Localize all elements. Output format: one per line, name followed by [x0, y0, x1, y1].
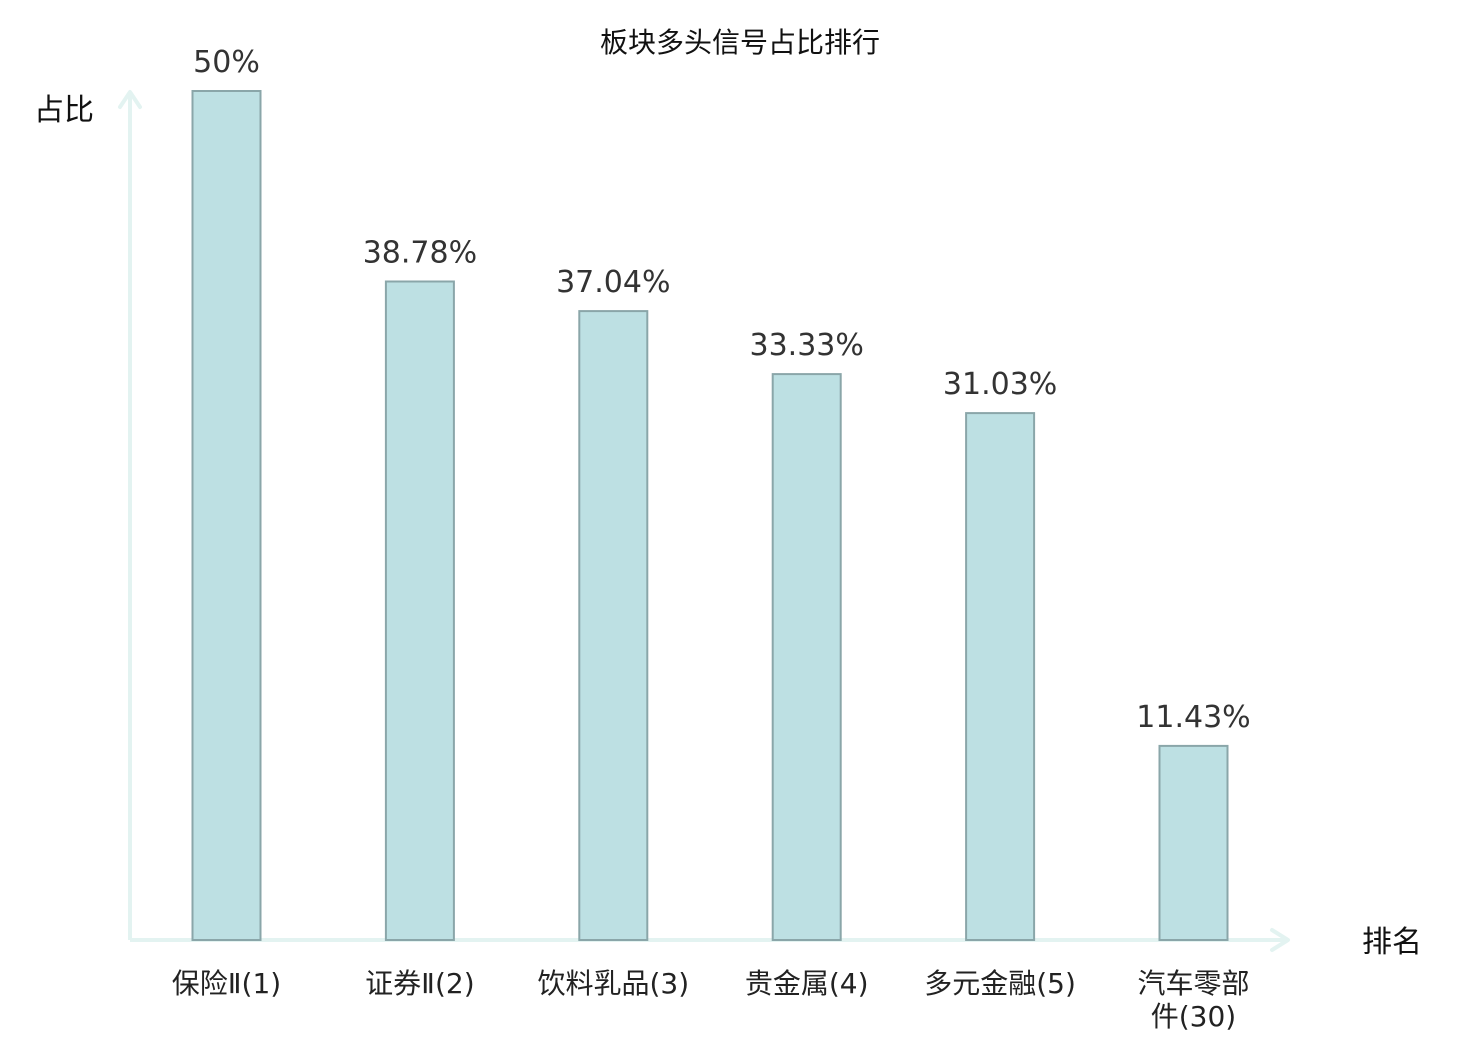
bars	[191, 90, 1229, 942]
bar	[191, 90, 262, 941]
chart-title: 板块多头信号占比排行	[600, 26, 880, 59]
value-labels: 50% 38.78% 37.04% 33.33% 31.03% 11.43%	[193, 45, 1251, 735]
category-label-line: 多元金融(5)	[924, 967, 1076, 1000]
bar	[1158, 744, 1229, 942]
bar-value-label: 50%	[193, 45, 260, 80]
x-axis-arrow	[1270, 928, 1290, 952]
bar	[771, 373, 842, 942]
x-axis-label: 排名	[1362, 925, 1422, 960]
category-label-line: 件(30)	[1151, 1000, 1236, 1033]
y-axis-label: 占比	[34, 93, 94, 128]
bar-value-label: 31.03%	[943, 367, 1057, 402]
category-label-line: 饮料乳品(3)	[537, 967, 689, 1000]
bar-value-label: 11.43%	[1136, 700, 1250, 735]
bar-value-label: 37.04%	[556, 265, 670, 300]
category-label: 保险Ⅱ(1)	[172, 967, 281, 1000]
bar-value-label: 33.33%	[750, 328, 864, 363]
category-label: 饮料乳品(3)	[537, 967, 689, 1000]
category-label: 证券Ⅱ(2)	[365, 967, 474, 1000]
bar	[384, 280, 455, 941]
category-label-line: 保险Ⅱ(1)	[172, 967, 281, 1000]
category-label: 汽车零部件(30)	[1137, 967, 1249, 1033]
category-label-line: 贵金属(4)	[745, 967, 869, 1000]
category-label: 贵金属(4)	[745, 967, 869, 1000]
bar	[965, 412, 1036, 942]
bar	[578, 310, 649, 942]
category-labels: 保险Ⅱ(1) 证券Ⅱ(2) 饮料乳品(3) 贵金属(4) 多元金融(5) 汽车零部件(30…	[172, 967, 1250, 1033]
y-axis-arrow	[118, 90, 142, 109]
axes	[118, 90, 1290, 952]
category-label-line: 汽车零部	[1137, 967, 1249, 1000]
bar-value-label: 38.78%	[363, 236, 477, 271]
category-label-line: 证券Ⅱ(2)	[365, 967, 474, 1000]
category-label: 多元金融(5)	[924, 967, 1076, 1000]
